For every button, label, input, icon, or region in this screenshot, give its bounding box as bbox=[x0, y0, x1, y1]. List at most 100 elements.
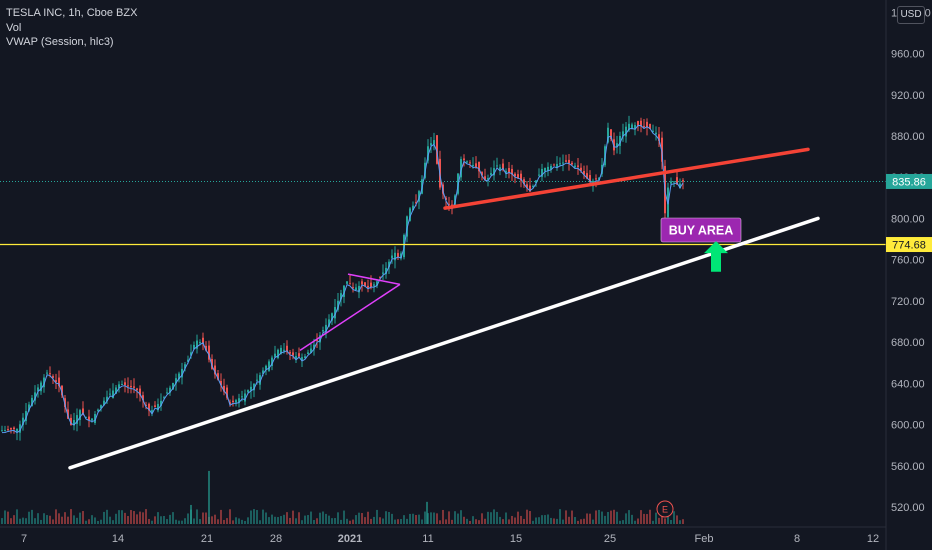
volume-bar bbox=[370, 518, 372, 524]
volume-bar bbox=[49, 515, 51, 524]
candle-body bbox=[178, 373, 180, 380]
volume-bar bbox=[88, 519, 90, 524]
volume-bar bbox=[130, 510, 132, 524]
last-price-tag-box bbox=[886, 173, 932, 189]
last-price-tag-text: 835.86 bbox=[892, 176, 926, 188]
candle-body bbox=[106, 396, 108, 402]
candle-body bbox=[586, 173, 588, 179]
candle-body bbox=[382, 272, 384, 274]
volume-bar bbox=[343, 510, 345, 524]
candle-body bbox=[556, 164, 558, 168]
volume-bar bbox=[121, 510, 123, 524]
candle-body bbox=[466, 161, 468, 163]
candle-body bbox=[436, 135, 438, 164]
volume-bar bbox=[391, 513, 393, 524]
volume-bar bbox=[265, 512, 267, 524]
candle-body bbox=[295, 356, 297, 360]
candle-body bbox=[388, 261, 390, 268]
volume-bar bbox=[415, 514, 417, 524]
candle-body bbox=[481, 172, 483, 176]
candle-body bbox=[409, 208, 411, 221]
volume-bar bbox=[169, 514, 171, 524]
volume-bar bbox=[154, 516, 156, 524]
volume-bar bbox=[16, 509, 18, 524]
triangle-lower-line[interactable] bbox=[299, 283, 401, 351]
volume-bar bbox=[496, 511, 498, 524]
candle-body bbox=[157, 403, 159, 411]
volume-bar bbox=[211, 516, 213, 524]
price-tick-label: 640.00 bbox=[891, 378, 925, 390]
candle-body bbox=[376, 281, 378, 286]
volume-bar bbox=[535, 517, 537, 524]
symbol-title[interactable]: TESLA INC, 1h, Cboe BZX bbox=[6, 7, 138, 19]
candle-body bbox=[70, 417, 72, 425]
candle-body bbox=[550, 165, 552, 170]
triangle-upper-line[interactable] bbox=[347, 273, 401, 286]
candle-body bbox=[262, 370, 264, 374]
currency-selector[interactable]: USD bbox=[897, 6, 925, 24]
candle-body bbox=[205, 345, 207, 351]
volume-bar bbox=[520, 515, 522, 524]
candle-body bbox=[37, 387, 39, 392]
candle-body bbox=[148, 403, 150, 411]
volume-bar bbox=[58, 513, 60, 524]
candle-body bbox=[298, 353, 300, 357]
volume-bar bbox=[157, 512, 159, 524]
volume-bar bbox=[379, 517, 381, 524]
resistance-trendline[interactable] bbox=[443, 147, 810, 210]
candle-body bbox=[73, 420, 75, 426]
volume-bar bbox=[544, 515, 546, 524]
volume-bar bbox=[199, 519, 201, 524]
volume-bar bbox=[589, 513, 591, 524]
candle-body bbox=[583, 171, 585, 175]
price-tick-label: 560.00 bbox=[891, 461, 925, 473]
earnings-marker[interactable]: E bbox=[656, 500, 674, 518]
candle-body bbox=[118, 384, 120, 389]
volume-bar bbox=[328, 515, 330, 524]
volume-bar bbox=[256, 510, 258, 524]
candle-body bbox=[547, 166, 549, 171]
volume-bar bbox=[451, 519, 453, 524]
volume-bar bbox=[658, 517, 660, 524]
candle-body bbox=[16, 428, 18, 433]
buy-area-label[interactable]: BUY AREA bbox=[660, 217, 742, 243]
support-trendline[interactable] bbox=[68, 216, 820, 470]
volume-bar bbox=[364, 517, 366, 524]
volume-indicator-label[interactable]: Vol bbox=[6, 21, 22, 34]
volume-bar bbox=[181, 520, 183, 524]
candle-body bbox=[280, 347, 282, 354]
volume-bar bbox=[217, 519, 219, 524]
price-axis[interactable]: 520.00 560.00 600.00 640.00 680.00 720.00 760.… bbox=[885, 0, 932, 550]
volume-bar bbox=[478, 520, 480, 524]
candle-body bbox=[445, 197, 447, 200]
time-axis[interactable]: 7 14 21 28 2021 11 15 25 Feb 8 12 bbox=[0, 526, 886, 545]
volume-bar bbox=[571, 510, 573, 524]
volume-bar bbox=[433, 512, 435, 524]
candle-body bbox=[577, 165, 579, 167]
candle-body bbox=[391, 255, 393, 259]
volume-bar bbox=[163, 515, 165, 524]
candle-body bbox=[379, 276, 381, 278]
candle-body bbox=[538, 174, 540, 176]
candle-body bbox=[259, 375, 261, 385]
volume-bar bbox=[442, 509, 444, 524]
candle-body bbox=[256, 379, 258, 381]
volume-bar bbox=[481, 513, 483, 524]
volume-bar bbox=[295, 518, 297, 524]
candle-body bbox=[619, 135, 621, 146]
volume-bar bbox=[436, 513, 438, 524]
volume-bar bbox=[220, 509, 222, 524]
candle-body bbox=[346, 281, 348, 284]
volume-bar bbox=[502, 519, 504, 524]
candle-body bbox=[598, 177, 600, 180]
volume-bar bbox=[445, 519, 447, 524]
volume-bar bbox=[469, 520, 471, 524]
candle-body bbox=[1, 430, 3, 432]
volume-bar bbox=[493, 509, 495, 524]
volume-bar bbox=[511, 515, 513, 524]
vwap-indicator-label[interactable]: VWAP (Session, hlc3) bbox=[6, 36, 114, 48]
candle-body bbox=[529, 185, 531, 192]
volume-bar bbox=[67, 516, 69, 524]
